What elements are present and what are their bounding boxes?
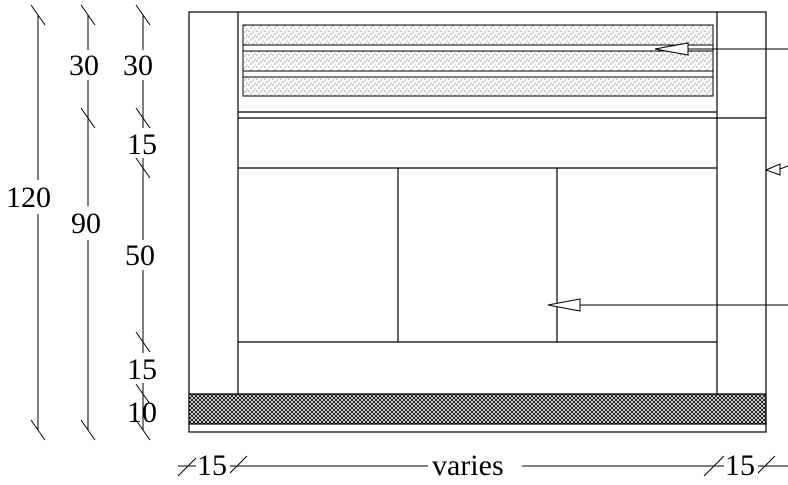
label-mask [428,448,522,480]
label-mask [126,353,162,383]
dim-seg-lower-label: 15 [127,353,157,386]
tick [30,4,46,26]
dim-upper-label: 90 [71,207,101,240]
label-mask [126,128,162,158]
dim-seg-footing-label: 10 [127,396,157,429]
outer-frame [188,11,767,433]
top-layer-3 [242,76,714,97]
dim-width-left-label: 15 [197,449,227,482]
tick [30,419,46,441]
label-mask [124,240,164,270]
dim-base-label: 30 [69,49,99,82]
tick [135,157,151,179]
dim-seg-top-label: 30 [123,49,153,82]
tick [80,107,96,129]
label-mask [70,206,110,240]
label-mask [196,448,230,478]
label-mask [68,50,108,80]
tick [135,4,151,26]
top-layer-1 [242,24,714,46]
tick [703,455,725,477]
tick [226,455,248,477]
tick [135,383,151,405]
dim-width-right-label: 15 [725,449,755,482]
tick [177,455,199,477]
footing-hatched [188,393,767,425]
arrow-left-icon [764,163,788,176]
tick [754,455,776,477]
tick [135,107,151,129]
tick [135,331,151,353]
label-mask [122,50,162,80]
dim-total-label: 120 [6,181,51,214]
dim-width-middle-label: varies [432,449,504,482]
tick [135,419,151,441]
dim-seg-beam-label: 15 [127,128,157,161]
dim-seg-panel-label: 50 [125,239,155,272]
arrow-left-icon [654,42,788,56]
top-layer-2 [242,50,714,72]
arrow-left-icon [547,298,788,312]
label-mask [6,180,66,214]
label-mask [724,448,758,478]
tick [80,419,96,441]
tick [80,4,96,26]
